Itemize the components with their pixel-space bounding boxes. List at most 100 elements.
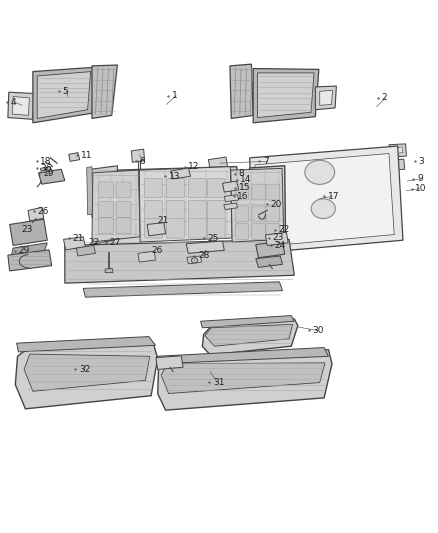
Text: 23: 23: [272, 233, 284, 242]
Text: 5: 5: [62, 87, 68, 96]
Text: 22: 22: [88, 238, 100, 247]
FancyBboxPatch shape: [166, 200, 184, 220]
Polygon shape: [12, 96, 29, 115]
Text: 15: 15: [239, 183, 250, 192]
Polygon shape: [158, 350, 332, 410]
Text: 21: 21: [72, 234, 84, 243]
Text: 20: 20: [271, 200, 282, 209]
FancyBboxPatch shape: [99, 201, 113, 217]
Polygon shape: [65, 239, 294, 283]
Text: 10: 10: [415, 184, 427, 193]
Text: 9: 9: [417, 174, 423, 183]
Text: 8: 8: [239, 169, 244, 178]
FancyBboxPatch shape: [145, 200, 162, 220]
Polygon shape: [10, 219, 47, 246]
FancyBboxPatch shape: [188, 179, 206, 198]
Text: 22: 22: [278, 225, 290, 234]
Polygon shape: [187, 256, 201, 264]
FancyBboxPatch shape: [235, 223, 249, 239]
Polygon shape: [230, 64, 253, 118]
FancyBboxPatch shape: [207, 200, 225, 220]
FancyBboxPatch shape: [166, 179, 184, 198]
FancyBboxPatch shape: [116, 182, 131, 198]
Polygon shape: [8, 92, 34, 119]
FancyBboxPatch shape: [116, 218, 131, 233]
Text: 26: 26: [151, 246, 162, 255]
FancyBboxPatch shape: [235, 206, 249, 222]
Text: 19: 19: [43, 169, 54, 178]
FancyBboxPatch shape: [266, 223, 279, 239]
Polygon shape: [231, 168, 284, 242]
Text: 32: 32: [79, 365, 90, 374]
Polygon shape: [24, 354, 150, 391]
FancyBboxPatch shape: [99, 218, 113, 233]
Ellipse shape: [311, 199, 336, 219]
Polygon shape: [8, 250, 52, 271]
FancyBboxPatch shape: [188, 219, 206, 238]
Polygon shape: [171, 168, 191, 179]
Text: 16: 16: [237, 192, 249, 201]
Text: 21: 21: [158, 216, 169, 225]
Text: 12: 12: [188, 162, 200, 171]
FancyBboxPatch shape: [266, 184, 279, 200]
Polygon shape: [224, 203, 237, 209]
Polygon shape: [131, 149, 145, 162]
Polygon shape: [253, 69, 319, 123]
Text: 31: 31: [213, 378, 224, 386]
Polygon shape: [201, 316, 294, 328]
Polygon shape: [161, 363, 325, 393]
Polygon shape: [258, 73, 314, 118]
Ellipse shape: [305, 160, 335, 184]
Polygon shape: [255, 154, 394, 247]
Polygon shape: [11, 243, 47, 258]
Polygon shape: [69, 152, 80, 161]
Text: 36: 36: [40, 164, 52, 173]
FancyBboxPatch shape: [252, 184, 265, 200]
Text: 13: 13: [169, 172, 180, 181]
Polygon shape: [15, 343, 158, 409]
Text: 2: 2: [381, 93, 387, 102]
FancyBboxPatch shape: [188, 200, 206, 220]
Text: 1: 1: [172, 91, 177, 100]
Polygon shape: [388, 159, 405, 170]
Polygon shape: [393, 147, 403, 154]
Text: 29: 29: [18, 246, 30, 255]
Text: 11: 11: [81, 151, 92, 160]
Polygon shape: [147, 223, 166, 236]
FancyBboxPatch shape: [99, 182, 113, 198]
Polygon shape: [33, 67, 95, 123]
Polygon shape: [139, 167, 232, 242]
FancyBboxPatch shape: [207, 219, 225, 238]
Polygon shape: [138, 251, 155, 262]
Text: 3: 3: [418, 157, 424, 166]
Text: 25: 25: [208, 234, 219, 243]
Text: 23: 23: [21, 225, 32, 234]
Polygon shape: [208, 157, 228, 171]
Polygon shape: [202, 319, 298, 355]
FancyBboxPatch shape: [166, 219, 184, 238]
Text: 30: 30: [313, 326, 324, 335]
FancyBboxPatch shape: [145, 179, 162, 198]
Polygon shape: [64, 237, 85, 250]
Text: 14: 14: [240, 175, 251, 184]
FancyBboxPatch shape: [252, 223, 265, 239]
Text: 27: 27: [110, 238, 121, 247]
Text: 6: 6: [139, 157, 145, 166]
FancyBboxPatch shape: [252, 206, 265, 222]
Polygon shape: [265, 232, 288, 246]
FancyBboxPatch shape: [266, 206, 279, 222]
Text: 4: 4: [11, 98, 17, 107]
Text: 24: 24: [274, 241, 286, 250]
Polygon shape: [205, 324, 293, 346]
Polygon shape: [224, 195, 239, 201]
Polygon shape: [17, 336, 155, 352]
Polygon shape: [91, 166, 119, 217]
Polygon shape: [186, 241, 224, 253]
Polygon shape: [320, 91, 332, 106]
FancyBboxPatch shape: [145, 219, 162, 238]
Polygon shape: [256, 241, 285, 258]
Text: 28: 28: [198, 252, 209, 261]
FancyBboxPatch shape: [235, 184, 249, 200]
Polygon shape: [315, 86, 336, 110]
Polygon shape: [92, 170, 140, 242]
